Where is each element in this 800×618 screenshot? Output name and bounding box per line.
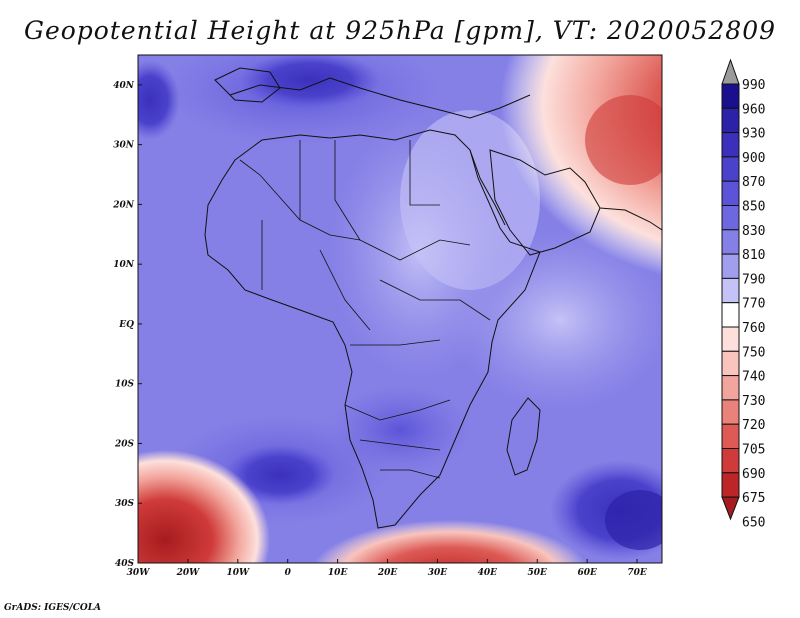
- colorbar-bottom-arrow: [721, 496, 740, 521]
- colorbar-label: 705: [742, 443, 765, 458]
- colorbar-segment: [721, 375, 740, 401]
- colorbar-label: 810: [742, 248, 765, 263]
- colorbar-label: 900: [742, 151, 765, 166]
- colorbar-label: 730: [742, 394, 765, 409]
- colorbar: 990 960 930 900 870 850 830 810 790 770 760 750 740 7…: [721, 58, 765, 530]
- colorbar-label: 760: [742, 321, 765, 336]
- colorbar-segment: [721, 180, 740, 206]
- plot-frame: [137, 54, 663, 564]
- lon-tick-label: 40E: [478, 568, 498, 578]
- colorbar-segment: [721, 156, 740, 182]
- lon-tick-label: 20W: [176, 568, 201, 578]
- lat-tick-label: 40S: [115, 559, 135, 569]
- colorbar-label: 740: [742, 370, 765, 385]
- colorbar-segment: [721, 399, 740, 425]
- lon-tick-label: 70E: [627, 568, 647, 578]
- colorbar-label: 850: [742, 200, 765, 215]
- colorbar-label: 720: [742, 418, 765, 433]
- lon-tick-label: 60E: [577, 568, 597, 578]
- lon-tick-label: 10W: [226, 568, 250, 578]
- lat-tick-label: 30N: [113, 141, 135, 151]
- lat-tick-label: 20S: [114, 439, 135, 449]
- colorbar-label: 650: [742, 515, 765, 530]
- colorbar-segment: [721, 326, 740, 352]
- colorbar-label: 690: [742, 467, 765, 482]
- madagascar-coastline: [506, 397, 541, 476]
- colorbar-segment: [721, 229, 740, 255]
- colorbar-segment: [721, 277, 740, 304]
- lon-axis: 30W 20W 10W 0 10E 20E 30E 40E 50E 60E 70E: [127, 559, 647, 578]
- map-title: Geopotential Height at 925hPa [gpm], VT:…: [23, 16, 777, 45]
- arabia-coastline: [489, 149, 601, 256]
- colorbar-segment: [721, 302, 740, 328]
- iberia-coastline: [214, 67, 281, 103]
- colorbar-segment: [721, 350, 740, 377]
- colorbar-label: 870: [742, 175, 765, 190]
- colorbar-label: 770: [742, 297, 765, 312]
- lon-tick-label: 20E: [377, 568, 398, 578]
- coastlines: [204, 67, 662, 529]
- height-field: [138, 55, 662, 563]
- colorbar-label: 960: [742, 102, 765, 117]
- lon-tick-label: 30W: [127, 568, 151, 578]
- lat-axis: 40S 30S 20S 10S EQ 10N 20N 30N 40N: [112, 81, 142, 569]
- colorbar-label: 990: [742, 78, 765, 93]
- lat-tick-label: EQ: [118, 320, 134, 330]
- lat-tick-label: 10N: [113, 260, 135, 270]
- lon-tick-label: 0: [285, 568, 292, 578]
- colorbar-label: 750: [742, 345, 765, 360]
- colorbar-segment: [721, 107, 740, 134]
- colorbar-label: 790: [742, 272, 765, 287]
- lat-tick-label: 40N: [113, 81, 135, 91]
- lat-tick-label: 10S: [115, 380, 135, 390]
- colorbar-segment: [721, 472, 740, 498]
- lat-tick-label: 30S: [115, 499, 135, 509]
- asia-coastline: [599, 207, 662, 231]
- colorbar-segment: [721, 83, 740, 109]
- colorbar-label: 675: [742, 491, 765, 506]
- colorbar-segment: [721, 448, 740, 474]
- colorbar-segment: [721, 253, 740, 279]
- colorbar-top-arrow: [721, 58, 740, 85]
- colorbar-label: 830: [742, 224, 765, 239]
- lat-tick-label: 20N: [112, 200, 135, 210]
- africa-coastline: [204, 129, 541, 529]
- colorbar-label: 930: [742, 127, 765, 142]
- colorbar-segment: [721, 132, 740, 158]
- lon-tick-label: 50E: [528, 568, 548, 578]
- country-borders: [239, 140, 491, 479]
- lon-tick-label: 10E: [328, 568, 348, 578]
- colorbar-segment: [721, 205, 740, 231]
- lon-tick-label: 30E: [428, 568, 448, 578]
- red-sea: [469, 149, 506, 226]
- colorbar-segment: [721, 423, 740, 450]
- grads-credit: GrADS: IGES/COLA: [4, 603, 102, 613]
